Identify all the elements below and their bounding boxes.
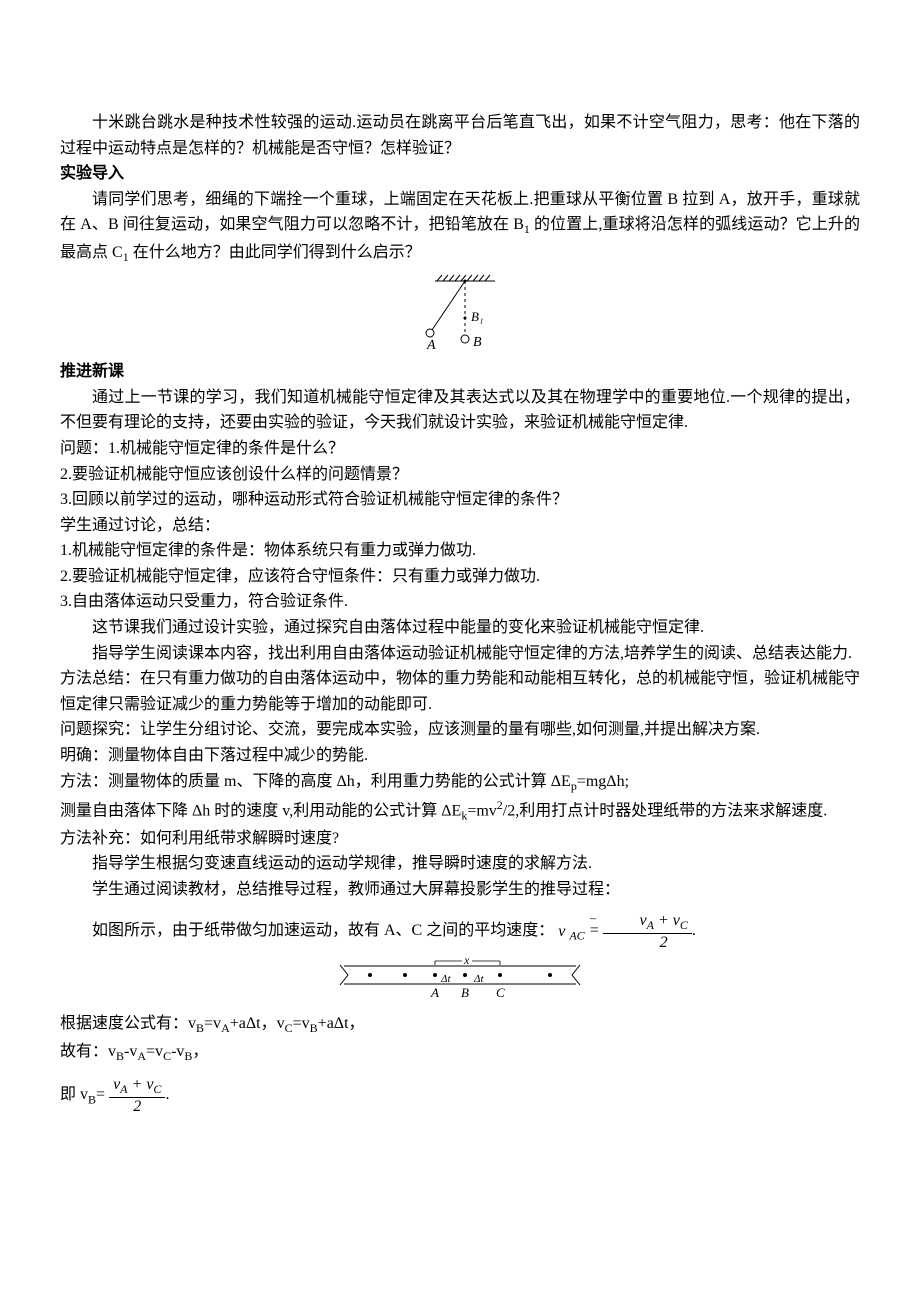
d3-b: B [88, 1093, 96, 1107]
sec2-clarify: 明确：测量物体自由下落过程中减少的势能. [60, 743, 860, 769]
sec1-text-post: 在什么地方？由此同学们得到什么启示？ [129, 244, 421, 261]
deriv-line-2: 故有：vB-vA=vC-vB， [60, 1039, 860, 1066]
sec2-answer-1: 1.机械能守恒定律的条件是：物体系统只有重力或弹力做功. [60, 538, 860, 564]
frac1-num-vc-sub: C [680, 919, 688, 933]
d2-mid3: -v [171, 1043, 184, 1060]
frac1-num-va-sub: A [647, 919, 654, 933]
tape-diagram: x A B C Δt Δt [330, 957, 590, 1005]
frac1-num-va: v [639, 912, 646, 929]
section-heading-experiment-intro: 实验导入 [60, 161, 860, 187]
d3-fraction: vA + vC 2 [109, 1076, 165, 1115]
d1-mid3: =v [293, 1015, 310, 1032]
sec2-question-1: 问题：1.机械能守恒定律的条件是什么？ [60, 436, 860, 462]
tape-label-x: x [463, 957, 470, 967]
d3-pre: 即 v [60, 1086, 88, 1103]
d1-mid2: +aΔt，v [230, 1015, 285, 1032]
tape-text-pre: 如图所示，由于纸带做匀加速运动，故有 A、C 之间的平均速度： [92, 923, 554, 940]
method-text-pre: 方法：测量物体的质量 m、下降的高度 Δh，利用重力势能的公式计算 ΔE [60, 773, 571, 790]
frac1-num-vc: v [673, 912, 680, 929]
d1-b2: B [310, 1022, 318, 1036]
d1-b: B [196, 1022, 204, 1036]
d2-pre: 故有：v [60, 1043, 116, 1060]
d3-num-plus: + [128, 1076, 147, 1093]
pendulum-label-a: A [426, 338, 436, 353]
sec2-p4: 指导学生根据匀变速直线运动的运动学规律，推导瞬时速度的求解方法. [60, 851, 860, 877]
deriv-line-1: 根据速度公式有：vB=vA+aΔt，vC=vB+aΔt， [60, 1011, 860, 1038]
section-heading-push-new-lesson: 推进新课 [60, 359, 860, 385]
intro-paragraph: 十米跳台跳水是种技术性较强的运动.运动员在跳离平台后笔直飞出，如果不计空气阻力，… [60, 110, 860, 161]
pendulum-label-b1: B₁ [471, 309, 483, 324]
sec2-method-summary: 方法总结：在只有重力做功的自由落体运动中，物体的重力势能和动能相互转化，总的机械… [60, 666, 860, 717]
d2-a: A [137, 1049, 146, 1063]
measure-text-pre: 测量自由落体下降 Δh 时的速度 v,利用动能的公式计算 ΔE [60, 802, 461, 819]
d3-num-vc-sub: C [153, 1082, 161, 1096]
sec2-p5: 学生通过阅读教材，总结推导过程，教师通过大屏幕投影学生的推导过程： [60, 877, 860, 903]
tape-sentence: 如图所示，由于纸带做匀加速运动，故有 A、C 之间的平均速度： ‾ v AC =… [60, 912, 860, 951]
tape-label-dt1: Δt [440, 973, 451, 985]
tape-label-a: A [430, 985, 439, 1000]
frac1-num-plus: + [654, 912, 673, 929]
tape-label-dt2: Δt [473, 973, 484, 985]
tape-label-c: C [496, 985, 505, 1000]
d2-c: C [163, 1049, 171, 1063]
tape-figure-wrap: x A B C Δt Δt [60, 957, 860, 1005]
d2-post: ， [192, 1043, 208, 1060]
sec2-answer-2: 2.要验证机械能守恒定律，应该符合守恒条件：只有重力或弹力做功. [60, 564, 860, 590]
tape-text-post: . [692, 923, 696, 940]
deriv-line-3: 即 vB= vA + vC 2 . [60, 1076, 860, 1115]
d3-post: . [165, 1086, 169, 1103]
sec1-paragraph: 请同学们思考，细绳的下端拴一个重球，上端固定在天花板上.把重球从平衡位置 B 拉… [60, 187, 860, 267]
d3-den: 2 [109, 1098, 165, 1116]
d2-mid1: -v [124, 1043, 137, 1060]
measure-eq2b: /2,利用打点计时器处理纸带的方法来求解速度. [503, 802, 827, 819]
d3-num-va-sub: A [120, 1082, 127, 1096]
d1-mid1: =v [204, 1015, 221, 1032]
sec2-method-supplement: 方法补充：如何利用纸带求解瞬时速度? [60, 826, 860, 852]
sec2-p1: 通过上一节课的学习，我们知道机械能守恒定律及其表达式以及其在物理学中的重要地位.… [60, 385, 860, 436]
d3-eq: = [96, 1086, 105, 1103]
sec2-measure-line: 测量自由落体下降 Δh 时的速度 v,利用动能的公式计算 ΔEk=mv2/2,利… [60, 796, 860, 826]
d2-b: B [116, 1049, 124, 1063]
sec2-question-2: 2.要验证机械能守恒应该创设什么样的问题情景？ [60, 462, 860, 488]
d2-mid2: =v [146, 1043, 163, 1060]
tape-fraction: vA + vC 2 [603, 912, 691, 951]
pendulum-figure-wrap: A B B₁ [60, 273, 860, 353]
d1-c: C [285, 1022, 293, 1036]
sec2-problem-explore: 问题探究：让学生分组讨论、交流，要完成本实验，应该测量的量有哪些,如何测量,并提… [60, 717, 860, 743]
pendulum-label-b: B [473, 335, 482, 350]
tape-label-b: B [461, 985, 469, 1000]
sec2-discussion: 学生通过讨论，总结： [60, 513, 860, 539]
measure-eq2: =mv [467, 802, 496, 819]
sec2-method-line: 方法：测量物体的质量 m、下降的高度 Δh，利用重力势能的公式计算 ΔEp=mg… [60, 769, 860, 796]
d1-pre: 根据速度公式有：v [60, 1015, 196, 1032]
pendulum-diagram: A B B₁ [385, 273, 535, 353]
sec2-question-3: 3.回顾以前学过的运动，哪种运动形式符合验证机械能守恒定律的条件？ [60, 487, 860, 513]
method-eq1: =mgΔh; [577, 773, 629, 790]
d1-a: A [221, 1022, 230, 1036]
frac1-den: 2 [603, 934, 691, 952]
sec2-p2: 这节课我们通过设计实验，通过探究自由落体过程中能量的变化来验证机械能守恒定律. [60, 615, 860, 641]
sec2-answer-3: 3.自由落体运动只受重力，符合验证条件. [60, 589, 860, 615]
d1-post: +aΔt， [318, 1015, 365, 1032]
sec2-p3: 指导学生阅读课本内容，找出利用自由落体运动验证机械能守恒定律的方法,培养学生的阅… [60, 641, 860, 667]
